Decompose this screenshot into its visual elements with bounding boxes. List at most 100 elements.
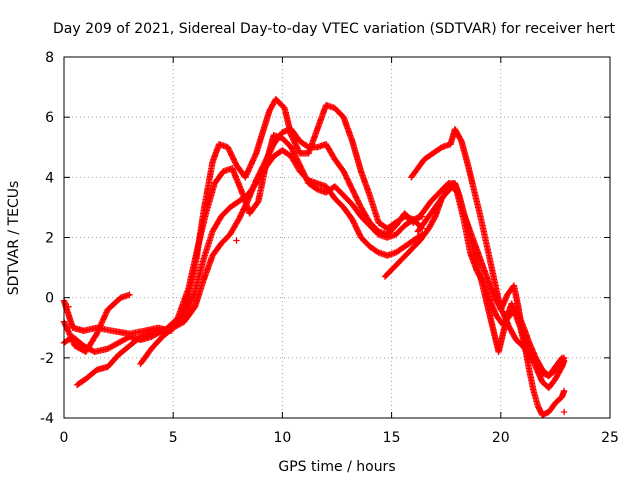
data-point xyxy=(350,188,357,196)
x-tick-label: 5 xyxy=(169,430,178,446)
data-point xyxy=(243,199,250,206)
data-point xyxy=(263,154,271,162)
data-point xyxy=(457,136,464,144)
data-point xyxy=(355,230,363,237)
data-point xyxy=(352,193,359,200)
data-point xyxy=(291,151,298,158)
x-tick-label: 25 xyxy=(601,430,619,446)
data-point xyxy=(231,157,238,165)
data-point xyxy=(348,184,355,192)
data-point xyxy=(261,159,269,166)
x-tick-label: 15 xyxy=(383,430,401,446)
data-point xyxy=(252,151,259,158)
data-point xyxy=(267,148,274,155)
data-point xyxy=(351,190,358,197)
data-point xyxy=(295,147,302,154)
y-tick-label: -4 xyxy=(40,411,54,427)
data-point xyxy=(356,201,363,208)
data-point xyxy=(260,161,267,169)
y-axis-label: SDTVAR / TECUs xyxy=(6,181,22,296)
x-tick-labels: 0 5 10 15 20 25 xyxy=(60,430,619,446)
y-tick-labels: -4 -2 0 2 4 6 8 xyxy=(40,50,54,427)
data-point xyxy=(226,148,233,155)
data-point xyxy=(225,146,233,154)
y-tick-label: 8 xyxy=(45,50,54,66)
data-point xyxy=(374,248,381,255)
data-point xyxy=(250,155,257,163)
data-point xyxy=(341,169,348,176)
data-point xyxy=(64,325,71,332)
data-point xyxy=(242,202,249,209)
data-point xyxy=(266,149,273,156)
data-points xyxy=(60,95,568,419)
data-point xyxy=(126,291,133,298)
data-point xyxy=(232,159,239,166)
data-point xyxy=(96,324,103,332)
x-axis-label: GPS time / hours xyxy=(278,459,395,475)
x-tick-label: 20 xyxy=(492,430,510,446)
data-point xyxy=(345,179,353,186)
data-point xyxy=(289,146,296,154)
data-point xyxy=(557,355,565,363)
data-point xyxy=(259,163,267,170)
data-point xyxy=(356,231,363,238)
data-point xyxy=(238,210,245,218)
data-point xyxy=(341,170,349,178)
data-point xyxy=(290,149,297,156)
chart-title: Day 209 of 2021, Sidereal Day-to-day VTE… xyxy=(53,21,615,37)
data-point xyxy=(235,216,242,223)
data-point xyxy=(257,168,264,176)
data-point xyxy=(236,214,243,222)
data-point xyxy=(344,176,351,183)
y-tick-label: 6 xyxy=(45,110,54,126)
data-point xyxy=(352,223,359,230)
data-point xyxy=(558,354,566,361)
data-point xyxy=(245,165,253,172)
outlier-point xyxy=(560,408,568,416)
y-tick-label: -2 xyxy=(40,351,54,367)
y-tick-label: 2 xyxy=(45,231,54,247)
data-point xyxy=(65,329,73,337)
data-point xyxy=(242,201,250,208)
data-point xyxy=(242,172,250,180)
axis-ticks xyxy=(63,56,611,419)
data-point xyxy=(293,143,300,150)
x-tick-label: 10 xyxy=(273,430,291,446)
data-point xyxy=(288,145,295,152)
data-point xyxy=(353,194,360,201)
data-point xyxy=(353,224,360,231)
data-point xyxy=(255,171,263,178)
data-point xyxy=(237,212,244,219)
data-point xyxy=(97,322,104,329)
data-point xyxy=(247,162,254,170)
data-point xyxy=(351,220,358,227)
outlier-point xyxy=(233,237,240,244)
data-point xyxy=(238,209,246,216)
data-point xyxy=(347,183,355,190)
data-point xyxy=(244,168,251,175)
outlier-point xyxy=(65,303,72,310)
data-point xyxy=(228,152,235,159)
data-point xyxy=(254,174,261,181)
data-point xyxy=(100,315,107,322)
data-point xyxy=(353,195,361,203)
data-point xyxy=(294,144,301,151)
y-tick-label: 0 xyxy=(45,291,54,307)
data-point xyxy=(262,157,269,165)
x-tick-label: 0 xyxy=(60,430,69,446)
data-point xyxy=(99,317,106,325)
data-point xyxy=(227,149,234,156)
data-point xyxy=(292,141,299,149)
data-point xyxy=(257,167,265,174)
data-point xyxy=(269,143,276,151)
data-point xyxy=(94,327,102,335)
data-point xyxy=(255,173,262,180)
data-point xyxy=(254,199,261,206)
y-tick-label: 4 xyxy=(45,170,54,186)
data-point xyxy=(355,228,362,236)
data-point xyxy=(230,156,237,163)
data-point xyxy=(346,180,353,187)
data-point xyxy=(268,145,275,152)
